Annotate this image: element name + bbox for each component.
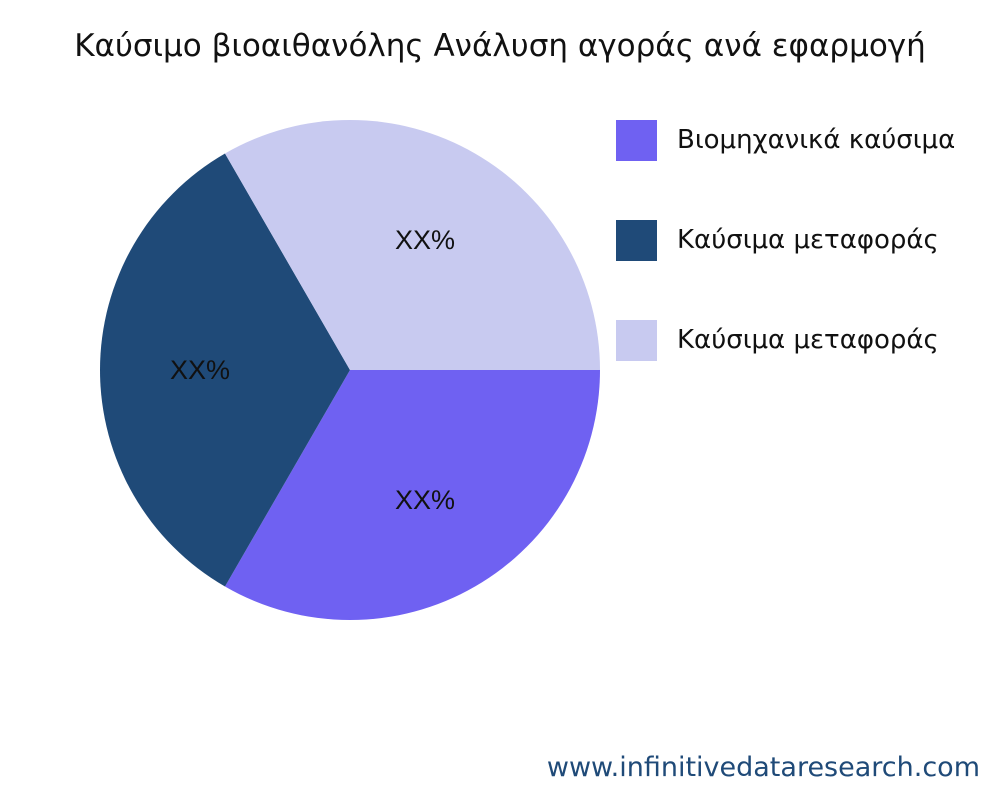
watermark-link: www.infinitivedataresearch.com [546,752,980,783]
slice-data-label: XX% [170,355,230,385]
legend-item-industrial: Βιομηχανικά καύσιμα [616,119,955,161]
legend-swatch [616,119,657,161]
pie-slice [225,119,600,370]
legend-label: Βιομηχανικά καύσιμα [677,125,956,155]
legend-label: Καύσιμα μεταφοράς [677,225,939,255]
slice-data-label: XX% [395,225,455,255]
legend-swatch [616,319,657,361]
slice-data-label: XX% [395,485,455,515]
chart-title: Καύσιμο βιοαιθανόλης Ανάλυση αγοράς ανά … [74,28,926,64]
pie-slice [225,370,600,620]
legend-item-transport: Καύσιμα μεταφοράς [616,219,939,261]
legend-swatch [616,219,657,261]
legend-label: Καύσιμα μεταφοράς [677,325,939,355]
legend-item-transport-2: Καύσιμα μεταφοράς [616,319,939,361]
